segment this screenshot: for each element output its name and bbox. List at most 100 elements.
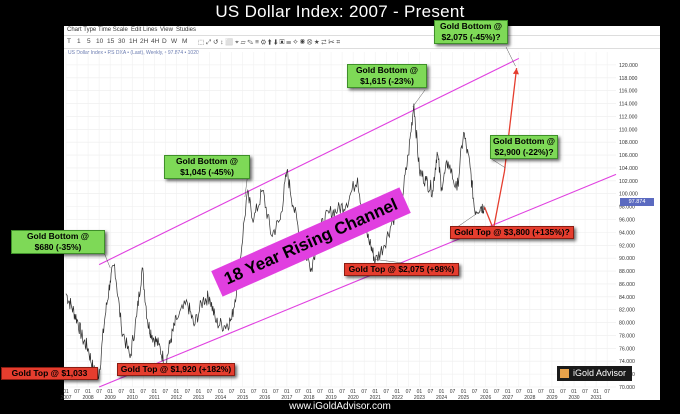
toolbar-timeframe[interactable]: 10 <box>96 38 104 45</box>
toolbar-timeframe[interactable]: 15 <box>107 38 115 45</box>
x-tick-year-label: 2019 <box>325 395 336 401</box>
menu-time-scale[interactable]: Time Scale <box>98 27 128 33</box>
x-tick-label: 07 <box>560 389 566 395</box>
x-tick-year-label: 2013 <box>193 395 204 401</box>
x-tick-label: 07 <box>141 389 147 395</box>
menu-view[interactable]: View <box>160 27 173 33</box>
toolbar-timeframe[interactable]: 1H <box>129 38 138 45</box>
annotation-gold-bottom-2900: Gold Bottom @ $2,900 (-22%)? <box>490 135 558 159</box>
x-tick-year-label: 2022 <box>392 395 403 401</box>
x-tick-label: 01 <box>328 389 334 395</box>
x-tick-label: 01 <box>505 389 511 395</box>
x-tick-label: 01 <box>174 389 180 395</box>
chart-title: US Dollar Index: 2007 - Present <box>215 2 465 21</box>
x-tick-year-label: 2023 <box>414 395 425 401</box>
annotation-line: $1,615 (-23%) <box>360 76 414 86</box>
toolbar-timeframe[interactable]: T <box>67 38 71 45</box>
logo-mark-icon <box>560 369 569 378</box>
x-tick-year-label: 2014 <box>215 395 226 401</box>
toolbar-timeframe[interactable]: D <box>162 38 167 45</box>
x-tick-label: 01 <box>306 389 312 395</box>
x-tick-year-label: 2028 <box>524 395 535 401</box>
toolbar-timeframe[interactable]: 1 <box>77 38 81 45</box>
x-tick-label: 07 <box>207 389 213 395</box>
annotation-gold-top-1033: Gold Top @ $1,033 <box>1 367 98 380</box>
x-tick-label: 07 <box>604 389 610 395</box>
chart-toolbar: T 1 5 10 15 30 1H 2H 4H D W M ⬚ ⤢ ↺ ↕ ⬜ … <box>64 36 660 49</box>
x-tick-label: 07 <box>450 389 456 395</box>
footer-url[interactable]: www.iGoldAdvisor.com <box>289 401 391 412</box>
y-tick-label: 98.000 <box>619 205 635 211</box>
annotation-line: Gold Bottom @ <box>175 156 239 166</box>
logo-text: iGold Advisor <box>573 368 627 378</box>
x-tick-label: 01 <box>63 389 69 395</box>
x-tick-label: 07 <box>428 389 434 395</box>
callout-pointer <box>505 46 516 67</box>
x-tick-year-label: 2015 <box>237 395 248 401</box>
annotation-line: Gold Top @ $3,800 (+135%)? <box>454 227 570 237</box>
x-tick-label: 01 <box>129 389 135 395</box>
x-tick-label: 07 <box>74 389 80 395</box>
x-tick-label: 01 <box>262 389 268 395</box>
y-tick-label: 100.000 <box>619 192 638 198</box>
x-tick-label: 01 <box>372 389 378 395</box>
x-tick-year-label: 2031 <box>591 395 602 401</box>
toolbar-timeframe[interactable]: 4H <box>151 38 160 45</box>
x-tick-label: 01 <box>527 389 533 395</box>
x-tick-label: 07 <box>317 389 323 395</box>
x-tick-label: 07 <box>406 389 412 395</box>
annotation-line: $2,075 (-45%)? <box>441 32 501 42</box>
x-tick-year-label: 2018 <box>303 395 314 401</box>
callout-pointer <box>489 157 506 169</box>
toolbar-timeframe[interactable]: 2H <box>140 38 149 45</box>
y-tick-label: 86.000 <box>619 282 635 288</box>
annotation-gold-bottom-2075: Gold Bottom @ $2,075 (-45%)? <box>434 20 508 44</box>
y-tick-label: 106.000 <box>619 153 638 159</box>
annotation-line: Gold Bottom @ <box>26 231 90 241</box>
x-tick-label: 07 <box>516 389 522 395</box>
x-tick-label: 01 <box>85 389 91 395</box>
menu-edit[interactable]: Edit <box>131 27 142 33</box>
menu-studies[interactable]: Studies <box>176 27 197 33</box>
toolbar-timeframe[interactable]: 30 <box>118 38 126 45</box>
y-tick-label: 120.000 <box>619 63 638 69</box>
annotation-gold-bottom-680: Gold Bottom @ $680 (-35%) <box>11 230 105 254</box>
toolbar-timeframe[interactable]: W <box>171 38 178 45</box>
x-tick-year-label: 2030 <box>568 395 579 401</box>
x-tick-label: 07 <box>163 389 169 395</box>
channel-line-upper <box>98 57 520 266</box>
y-tick-label: 84.000 <box>619 295 635 301</box>
x-tick-label: 07 <box>339 389 345 395</box>
y-tick-label: 70.000 <box>619 385 635 391</box>
annotation-gold-bottom-1615: Gold Bottom @ $1,615 (-23%) <box>347 64 427 88</box>
y-tick-label: 104.000 <box>619 166 638 172</box>
y-tick-label: 118.000 <box>619 76 637 82</box>
x-tick-label: 01 <box>439 389 445 395</box>
y-tick-label: 116.000 <box>619 89 637 95</box>
x-tick-label: 01 <box>350 389 356 395</box>
x-tick-label: 07 <box>383 389 389 395</box>
y-tick-label: 108.000 <box>619 140 638 146</box>
toolbar-tool-icons[interactable]: ⬚ ⤢ ↺ ↕ ⬜ ⌖ ▱ ✎ ≡ ⚙ ⬆ ⬇ ▣ ☰ ✧ ◉ ⨂ ★ ⇄ ✂ … <box>198 39 340 46</box>
menu-lines[interactable]: Lines <box>143 27 158 33</box>
x-tick-label: 01 <box>417 389 423 395</box>
x-tick-year-label: 2009 <box>105 395 116 401</box>
toolbar-timeframe[interactable]: M <box>182 38 188 45</box>
y-tick-label: 82.000 <box>619 308 635 314</box>
toolbar-timeframe[interactable]: 5 <box>87 38 91 45</box>
price-series-line <box>65 103 485 381</box>
y-tick-label: 78.000 <box>619 333 635 339</box>
y-tick-label: 112.000 <box>619 114 637 120</box>
x-tick-label: 07 <box>361 389 367 395</box>
x-tick-label: 07 <box>273 389 279 395</box>
x-tick-label: 01 <box>218 389 224 395</box>
series-legend: US Dollar Index • RS DXA • (Last), Weekl… <box>68 50 199 56</box>
y-tick-label: 90.000 <box>619 256 635 262</box>
x-tick-label: 07 <box>185 389 191 395</box>
channel-line-lower <box>98 173 617 388</box>
annotation-line: $680 (-35%) <box>34 242 82 252</box>
y-tick-label: 94.000 <box>619 230 635 236</box>
annotation-gold-top-2075: Gold Top @ $2,075 (+98%) <box>344 263 459 276</box>
last-price-label: 97.874 <box>620 198 654 206</box>
menu-chart-type[interactable]: Chart Type <box>67 27 97 33</box>
